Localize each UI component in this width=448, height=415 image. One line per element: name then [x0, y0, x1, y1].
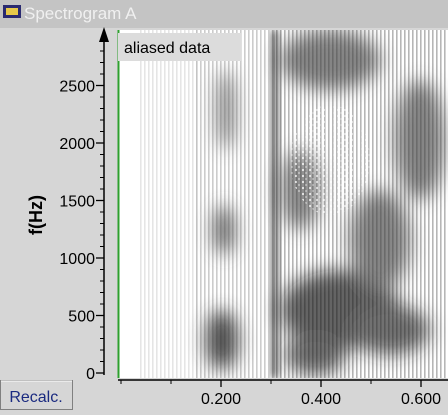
y-tick-label: 2000 — [59, 136, 95, 153]
x-ticks: 0.200 0.400 0.600 — [120, 380, 441, 408]
window-title: Spectrogram A — [24, 4, 137, 23]
recalc-button[interactable]: Recalc. — [0, 380, 73, 410]
title-bar — [0, 0, 448, 28]
x-tick-label: 0.400 — [301, 391, 341, 408]
x-tick-label: 0.200 — [201, 391, 241, 408]
button-frame[interactable] — [0, 380, 73, 410]
y-axis-arrow — [99, 27, 109, 42]
annotation-box — [118, 33, 241, 61]
y-axis-label: f(Hz) — [26, 195, 46, 235]
y-tick-label: 1500 — [59, 194, 95, 211]
y-tick-label: 0 — [86, 366, 95, 383]
y-tick-label: 1000 — [59, 251, 95, 268]
x-tick-label: 0.600 — [401, 391, 441, 408]
y-ticks: 0 500 1000 1500 2000 2500 — [59, 50, 104, 383]
button-label[interactable]: Recalc. — [9, 389, 62, 406]
annotation: aliased data — [124, 40, 210, 57]
y-tick-label: 500 — [68, 309, 95, 326]
y-tick-label: 2500 — [59, 79, 95, 96]
spectrogram-image — [118, 30, 448, 378]
app-icon-inner — [6, 8, 18, 15]
